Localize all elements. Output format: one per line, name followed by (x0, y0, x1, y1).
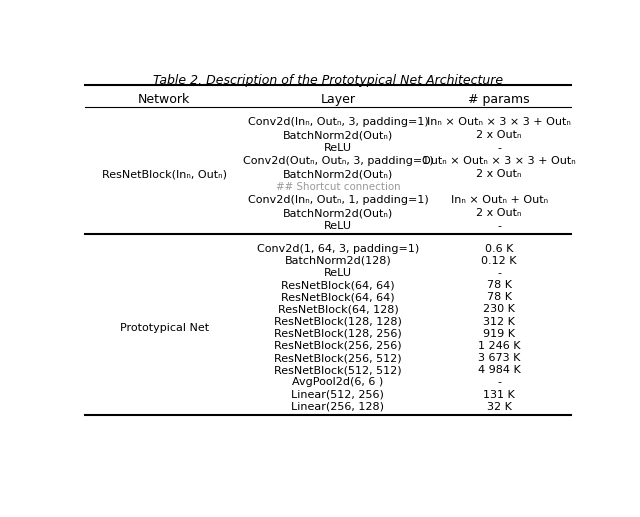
Text: 0.6 K: 0.6 K (485, 244, 513, 253)
Text: 0.12 K: 0.12 K (481, 256, 517, 266)
Text: 2 x Outₙ: 2 x Outₙ (476, 208, 522, 219)
Text: 4 984 K: 4 984 K (477, 366, 520, 375)
Text: 32 K: 32 K (486, 402, 511, 412)
Text: BatchNorm2d(128): BatchNorm2d(128) (285, 256, 391, 266)
Text: 131 K: 131 K (483, 390, 515, 400)
Text: -: - (497, 143, 501, 154)
Text: Conv2d(1, 64, 3, padding=1): Conv2d(1, 64, 3, padding=1) (257, 244, 419, 253)
Text: 312 K: 312 K (483, 316, 515, 327)
Text: ResNetBlock(256, 512): ResNetBlock(256, 512) (274, 353, 402, 363)
Text: ReLU: ReLU (324, 143, 352, 154)
Text: 2 x Outₙ: 2 x Outₙ (476, 130, 522, 141)
Text: Conv2d(Outₙ, Outₙ, 3, padding=1): Conv2d(Outₙ, Outₙ, 3, padding=1) (243, 157, 433, 166)
Text: Linear(512, 256): Linear(512, 256) (291, 390, 385, 400)
Text: -: - (497, 221, 501, 232)
Text: 919 K: 919 K (483, 329, 515, 339)
Text: ResNetBlock(64, 64): ResNetBlock(64, 64) (281, 280, 395, 290)
Text: 2 x Outₙ: 2 x Outₙ (476, 170, 522, 179)
Text: BatchNorm2d(Outₙ): BatchNorm2d(Outₙ) (283, 130, 393, 141)
Text: BatchNorm2d(Outₙ): BatchNorm2d(Outₙ) (283, 170, 393, 179)
Text: ResNetBlock(Inₙ, Outₙ): ResNetBlock(Inₙ, Outₙ) (102, 170, 227, 179)
Text: ReLU: ReLU (324, 268, 352, 278)
Text: Conv2d(Inₙ, Outₙ, 3, padding=1): Conv2d(Inₙ, Outₙ, 3, padding=1) (248, 117, 428, 127)
Text: Layer: Layer (321, 93, 355, 106)
Text: 78 K: 78 K (486, 280, 511, 290)
Text: Inₙ × Outₙ × 3 × 3 + Outₙ: Inₙ × Outₙ × 3 × 3 + Outₙ (427, 117, 571, 127)
Text: Prototypical Net: Prototypical Net (120, 323, 209, 332)
Text: Table 2. Description of the Prototypical Net Architecture: Table 2. Description of the Prototypical… (153, 74, 503, 87)
Text: -: - (497, 377, 501, 387)
Text: 78 K: 78 K (486, 292, 511, 302)
Text: AvgPool2d(6, 6 ): AvgPool2d(6, 6 ) (292, 377, 383, 387)
Text: 1 246 K: 1 246 K (478, 341, 520, 351)
Text: Inₙ × Outₙ + Outₙ: Inₙ × Outₙ + Outₙ (451, 195, 548, 205)
Text: ResNetBlock(512, 512): ResNetBlock(512, 512) (274, 366, 402, 375)
Text: ReLU: ReLU (324, 221, 352, 232)
Text: Network: Network (138, 93, 191, 106)
Text: ResNetBlock(128, 256): ResNetBlock(128, 256) (274, 329, 402, 339)
Text: ResNetBlock(64, 128): ResNetBlock(64, 128) (278, 305, 398, 314)
Text: # params: # params (468, 93, 530, 106)
Text: 230 K: 230 K (483, 305, 515, 314)
Text: Outₙ × Outₙ × 3 × 3 + Outₙ: Outₙ × Outₙ × 3 × 3 + Outₙ (422, 157, 576, 166)
Text: -: - (497, 268, 501, 278)
Text: Linear(256, 128): Linear(256, 128) (291, 402, 385, 412)
Text: 3 673 K: 3 673 K (478, 353, 520, 363)
Text: ResNetBlock(64, 64): ResNetBlock(64, 64) (281, 292, 395, 302)
Text: Conv2d(Inₙ, Outₙ, 1, padding=1): Conv2d(Inₙ, Outₙ, 1, padding=1) (248, 195, 428, 205)
Text: ResNetBlock(256, 256): ResNetBlock(256, 256) (274, 341, 402, 351)
Text: ResNetBlock(128, 128): ResNetBlock(128, 128) (274, 316, 402, 327)
Text: ## Shortcut connection: ## Shortcut connection (276, 183, 400, 192)
Text: BatchNorm2d(Outₙ): BatchNorm2d(Outₙ) (283, 208, 393, 219)
